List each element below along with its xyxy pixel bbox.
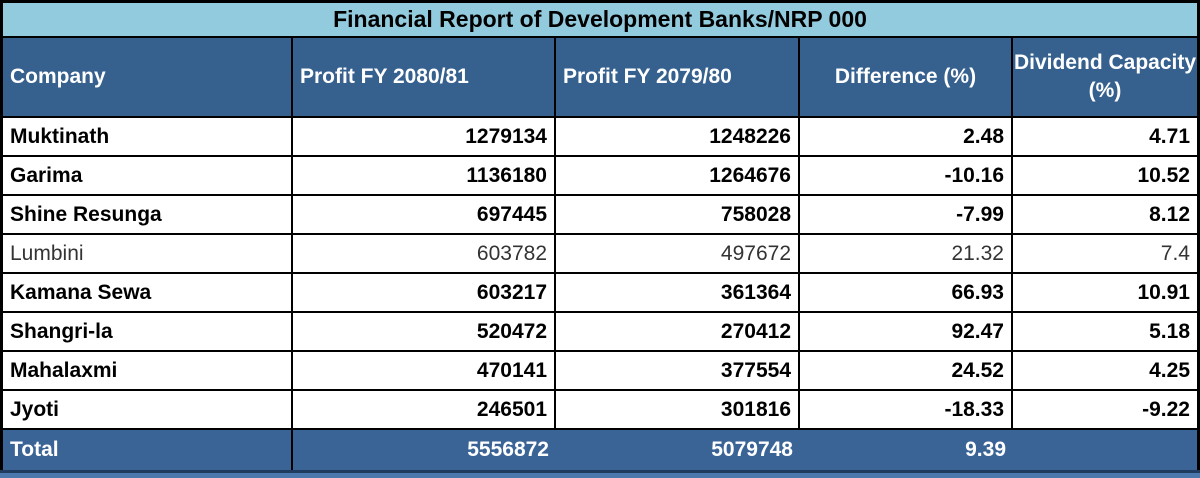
column-header-dividend-capacity[interactable]: Dividend Capacity (%)	[1013, 38, 1197, 118]
cell-company[interactable]: Shangri-la	[3, 313, 293, 352]
cell-dividend-capacity[interactable]: 4.25	[1013, 352, 1197, 391]
report-title[interactable]: Financial Report of Development Banks/NR…	[3, 3, 1197, 38]
cell-difference[interactable]: -7.99	[800, 196, 1013, 235]
cell-dividend-capacity[interactable]: 10.91	[1013, 274, 1197, 313]
cell-profit-fy-2079-80[interactable]: 758028	[556, 196, 800, 235]
cell-profit-fy-2080-81[interactable]: 603217	[293, 274, 556, 313]
cell-profit-fy-2080-81[interactable]: 1279134	[293, 118, 556, 157]
cell-company[interactable]: Garima	[3, 157, 293, 196]
cell-difference[interactable]: 66.93	[800, 274, 1013, 313]
cell-company[interactable]: Muktinath	[3, 118, 293, 157]
cell-dividend-capacity[interactable]: 8.12	[1013, 196, 1197, 235]
cell-profit-fy-2079-80[interactable]: 361364	[556, 274, 800, 313]
cell-company[interactable]: Jyoti	[3, 391, 293, 430]
cell-profit-fy-2079-80[interactable]: 301816	[556, 391, 800, 430]
cell-profit-fy-2079-80[interactable]: 497672	[556, 235, 800, 274]
total-profit-fy-2080-81[interactable]: 5556872	[293, 430, 556, 470]
cell-difference[interactable]: 92.47	[800, 313, 1013, 352]
cell-difference[interactable]: 21.32	[800, 235, 1013, 274]
cell-dividend-capacity[interactable]: 5.18	[1013, 313, 1197, 352]
cell-company[interactable]: Shine Resunga	[3, 196, 293, 235]
total-dividend-capacity[interactable]	[1013, 430, 1197, 470]
cell-profit-fy-2079-80[interactable]: 377554	[556, 352, 800, 391]
total-label[interactable]: Total	[3, 430, 293, 470]
cell-profit-fy-2079-80[interactable]: 1248226	[556, 118, 800, 157]
cell-difference[interactable]: -10.16	[800, 157, 1013, 196]
cell-difference[interactable]: 24.52	[800, 352, 1013, 391]
cell-profit-fy-2080-81[interactable]: 603782	[293, 235, 556, 274]
total-profit-fy-2079-80[interactable]: 5079748	[556, 430, 800, 470]
cell-company[interactable]: Lumbini	[3, 235, 293, 274]
cell-difference[interactable]: 2.48	[800, 118, 1013, 157]
column-header-company[interactable]: Company	[3, 38, 293, 118]
column-header-difference[interactable]: Difference (%)	[800, 38, 1013, 118]
cell-dividend-capacity[interactable]: -9.22	[1013, 391, 1197, 430]
cell-profit-fy-2079-80[interactable]: 1264676	[556, 157, 800, 196]
cell-profit-fy-2080-81[interactable]: 246501	[293, 391, 556, 430]
cell-dividend-capacity[interactable]: 10.52	[1013, 157, 1197, 196]
cell-profit-fy-2080-81[interactable]: 697445	[293, 196, 556, 235]
cell-profit-fy-2080-81[interactable]: 1136180	[293, 157, 556, 196]
total-difference[interactable]: 9.39	[800, 430, 1013, 470]
cell-company[interactable]: Kamana Sewa	[3, 274, 293, 313]
cell-difference[interactable]: -18.33	[800, 391, 1013, 430]
cell-dividend-capacity[interactable]: 7.4	[1013, 235, 1197, 274]
cell-profit-fy-2080-81[interactable]: 520472	[293, 313, 556, 352]
cell-dividend-capacity[interactable]: 4.71	[1013, 118, 1197, 157]
next-row-edge-strip	[0, 470, 1200, 478]
cell-profit-fy-2080-81[interactable]: 470141	[293, 352, 556, 391]
column-header-profit-fy-2079-80[interactable]: Profit FY 2079/80	[556, 38, 800, 118]
cell-company[interactable]: Mahalaxmi	[3, 352, 293, 391]
cell-profit-fy-2079-80[interactable]: 270412	[556, 313, 800, 352]
column-header-profit-fy-2080-81[interactable]: Profit FY 2080/81	[293, 38, 556, 118]
